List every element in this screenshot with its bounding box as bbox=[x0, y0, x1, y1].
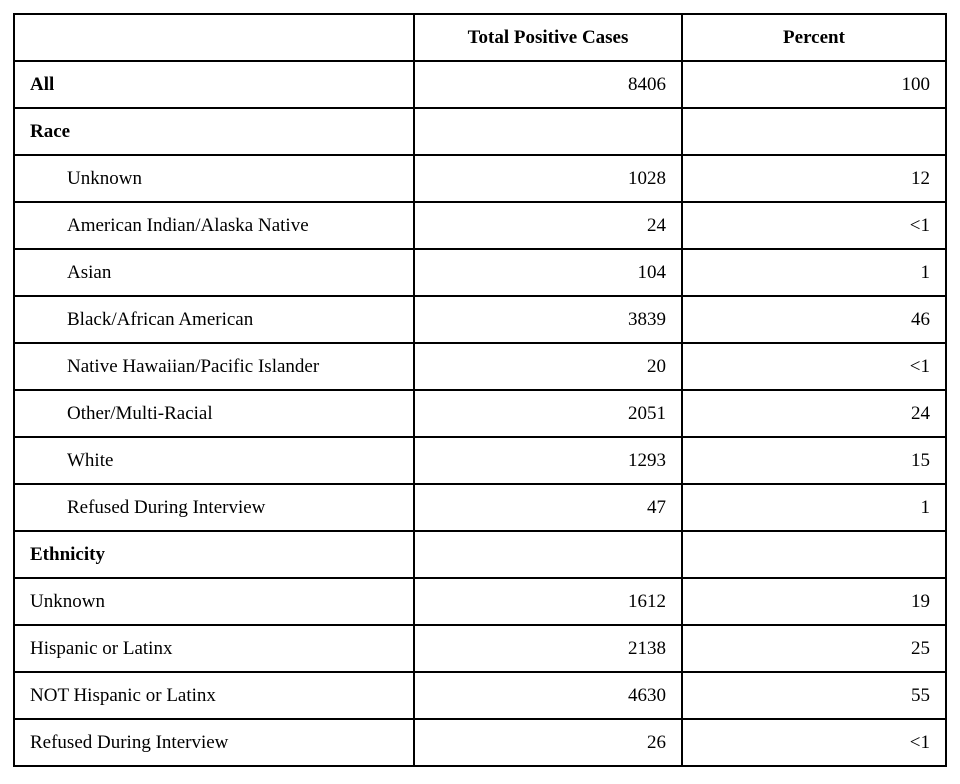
header-blank-cell bbox=[13, 13, 415, 62]
total-positive-cases-value: 20 bbox=[413, 342, 683, 391]
table-row: Ethnicity bbox=[13, 530, 947, 579]
percent-value: 100 bbox=[681, 60, 947, 109]
table-row: Asian 104 1 bbox=[13, 248, 947, 297]
total-positive-cases-value: 47 bbox=[413, 483, 683, 532]
row-label: Ethnicity bbox=[13, 530, 415, 579]
table-row: American Indian/Alaska Native 24 <1 bbox=[13, 201, 947, 250]
table-row: Black/African American 3839 46 bbox=[13, 295, 947, 344]
row-label: All bbox=[13, 60, 415, 109]
row-label: Asian bbox=[13, 248, 415, 297]
table-row: Native Hawaiian/Pacific Islander 20 <1 bbox=[13, 342, 947, 391]
total-positive-cases-value: 2138 bbox=[413, 624, 683, 673]
table-row: Other/Multi-Racial 2051 24 bbox=[13, 389, 947, 438]
total-positive-cases-value: 3839 bbox=[413, 295, 683, 344]
total-positive-cases-value: 26 bbox=[413, 718, 683, 767]
percent-value: 1 bbox=[681, 483, 947, 532]
row-label: Other/Multi-Racial bbox=[13, 389, 415, 438]
table-row: Race bbox=[13, 107, 947, 156]
percent-value: 55 bbox=[681, 671, 947, 720]
percent-value: <1 bbox=[681, 718, 947, 767]
percent-value: 25 bbox=[681, 624, 947, 673]
percent-value: 24 bbox=[681, 389, 947, 438]
percent-value: 1 bbox=[681, 248, 947, 297]
total-positive-cases-value: 24 bbox=[413, 201, 683, 250]
row-label: Race bbox=[13, 107, 415, 156]
total-positive-cases-value bbox=[413, 107, 683, 156]
header-total-positive-cases: Total Positive Cases bbox=[413, 13, 683, 62]
positive-cases-demographics-table: Total Positive Cases Percent All 8406 100 R… bbox=[13, 13, 947, 767]
total-positive-cases-value: 8406 bbox=[413, 60, 683, 109]
table-row: Unknown 1612 19 bbox=[13, 577, 947, 626]
header-percent: Percent bbox=[681, 13, 947, 62]
table-row: All 8406 100 bbox=[13, 60, 947, 109]
percent-value bbox=[681, 530, 947, 579]
percent-value: <1 bbox=[681, 342, 947, 391]
percent-value: 19 bbox=[681, 577, 947, 626]
table-row: Hispanic or Latinx 2138 25 bbox=[13, 624, 947, 673]
percent-value: 12 bbox=[681, 154, 947, 203]
table-row: NOT Hispanic or Latinx 4630 55 bbox=[13, 671, 947, 720]
percent-value: 15 bbox=[681, 436, 947, 485]
percent-value: <1 bbox=[681, 201, 947, 250]
total-positive-cases-value bbox=[413, 530, 683, 579]
row-label: NOT Hispanic or Latinx bbox=[13, 671, 415, 720]
table-row: Refused During Interview 26 <1 bbox=[13, 718, 947, 767]
table-row: Refused During Interview 47 1 bbox=[13, 483, 947, 532]
table-row: Unknown 1028 12 bbox=[13, 154, 947, 203]
header-row: Total Positive Cases Percent bbox=[13, 13, 947, 62]
positive-cases-table-container: Total Positive Cases Percent All 8406 100 R… bbox=[13, 13, 947, 767]
total-positive-cases-value: 1028 bbox=[413, 154, 683, 203]
row-label: White bbox=[13, 436, 415, 485]
row-label: Refused During Interview bbox=[13, 483, 415, 532]
percent-value: 46 bbox=[681, 295, 947, 344]
row-label: Native Hawaiian/Pacific Islander bbox=[13, 342, 415, 391]
percent-value bbox=[681, 107, 947, 156]
row-label: Unknown bbox=[13, 577, 415, 626]
row-label: Unknown bbox=[13, 154, 415, 203]
row-label: Hispanic or Latinx bbox=[13, 624, 415, 673]
total-positive-cases-value: 1612 bbox=[413, 577, 683, 626]
total-positive-cases-value: 104 bbox=[413, 248, 683, 297]
total-positive-cases-value: 1293 bbox=[413, 436, 683, 485]
row-label: Black/African American bbox=[13, 295, 415, 344]
total-positive-cases-value: 2051 bbox=[413, 389, 683, 438]
table-row: White 1293 15 bbox=[13, 436, 947, 485]
row-label: Refused During Interview bbox=[13, 718, 415, 767]
total-positive-cases-value: 4630 bbox=[413, 671, 683, 720]
row-label: American Indian/Alaska Native bbox=[13, 201, 415, 250]
